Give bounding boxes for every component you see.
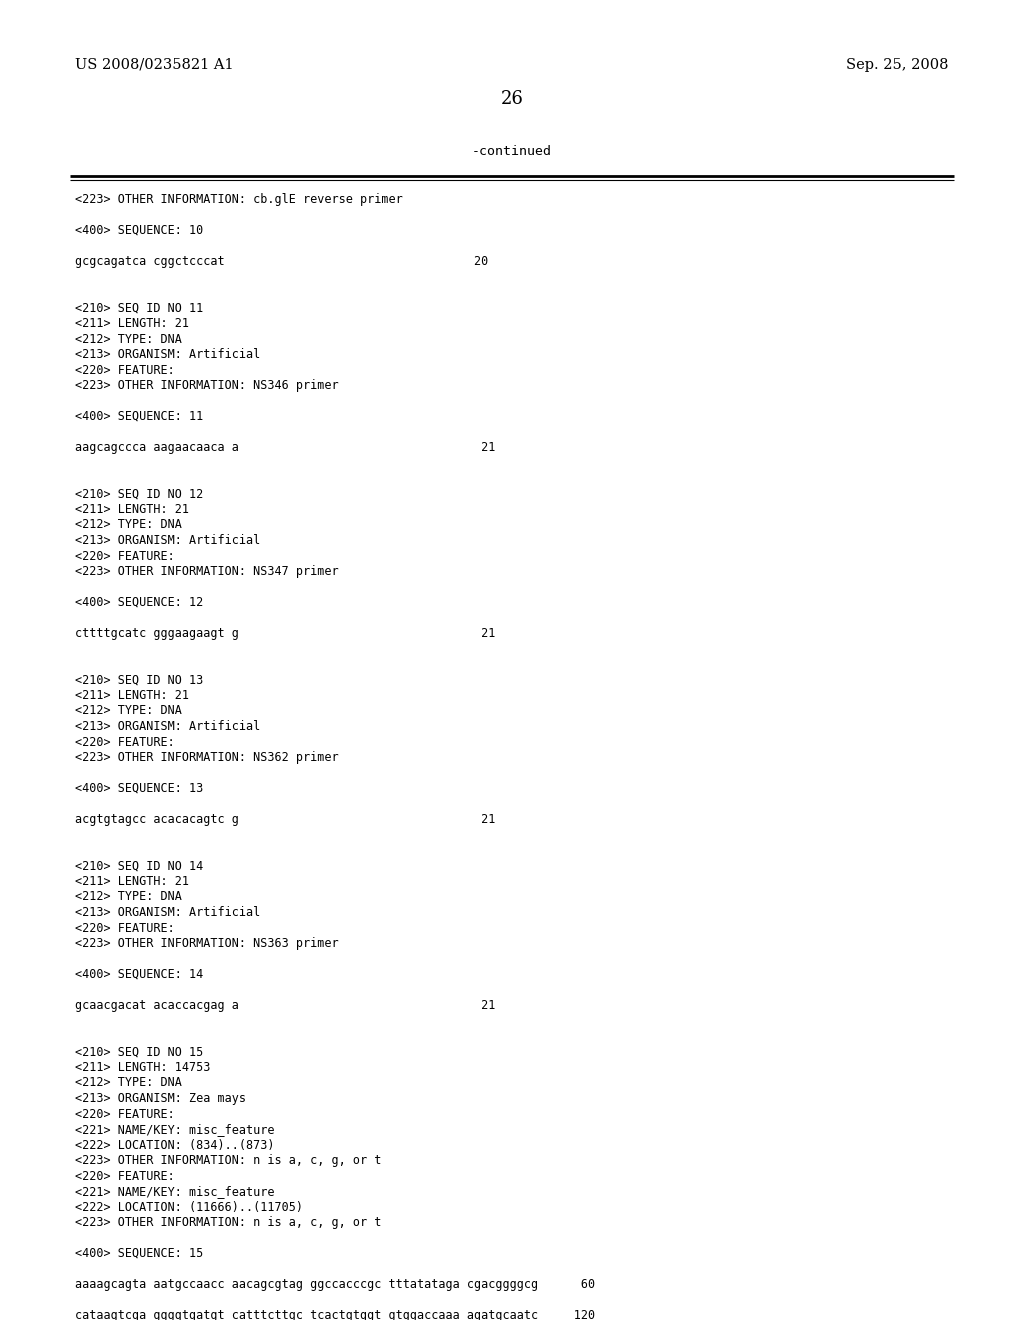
Text: <220> FEATURE:: <220> FEATURE: [75,549,175,562]
Text: <223> OTHER INFORMATION: NS363 primer: <223> OTHER INFORMATION: NS363 primer [75,937,339,950]
Text: aagcagccca aagaacaaca a                                  21: aagcagccca aagaacaaca a 21 [75,441,496,454]
Text: <400> SEQUENCE: 13: <400> SEQUENCE: 13 [75,781,203,795]
Text: <212> TYPE: DNA: <212> TYPE: DNA [75,1077,182,1089]
Text: aaaagcagta aatgccaacc aacagcgtag ggccacccgc tttatataga cgacggggcg      60: aaaagcagta aatgccaacc aacagcgtag ggccacc… [75,1278,595,1291]
Text: <220> FEATURE:: <220> FEATURE: [75,1170,175,1183]
Text: <210> SEQ ID NO 13: <210> SEQ ID NO 13 [75,673,203,686]
Text: <400> SEQUENCE: 15: <400> SEQUENCE: 15 [75,1247,203,1261]
Text: cataagtcga ggggtgatgt catttcttgc tcactgtggt gtggaccaaa agatgcaatc     120: cataagtcga ggggtgatgt catttcttgc tcactgt… [75,1309,595,1320]
Text: <211> LENGTH: 21: <211> LENGTH: 21 [75,689,189,702]
Text: Sep. 25, 2008: Sep. 25, 2008 [847,58,949,73]
Text: acgtgtagcc acacacagtc g                                  21: acgtgtagcc acacacagtc g 21 [75,813,496,826]
Text: <223> OTHER INFORMATION: n is a, c, g, or t: <223> OTHER INFORMATION: n is a, c, g, o… [75,1154,381,1167]
Text: gcaacgacat acaccacgag a                                  21: gcaacgacat acaccacgag a 21 [75,999,496,1012]
Text: <210> SEQ ID NO 11: <210> SEQ ID NO 11 [75,301,203,314]
Text: <211> LENGTH: 14753: <211> LENGTH: 14753 [75,1061,210,1074]
Text: <211> LENGTH: 21: <211> LENGTH: 21 [75,875,189,888]
Text: <400> SEQUENCE: 10: <400> SEQUENCE: 10 [75,224,203,238]
Text: gcgcagatca cggctcccat                                   20: gcgcagatca cggctcccat 20 [75,255,488,268]
Text: <221> NAME/KEY: misc_feature: <221> NAME/KEY: misc_feature [75,1123,274,1137]
Text: <212> TYPE: DNA: <212> TYPE: DNA [75,519,182,532]
Text: <223> OTHER INFORMATION: NS346 primer: <223> OTHER INFORMATION: NS346 primer [75,379,339,392]
Text: <220> FEATURE:: <220> FEATURE: [75,1107,175,1121]
Text: <210> SEQ ID NO 12: <210> SEQ ID NO 12 [75,487,203,500]
Text: <212> TYPE: DNA: <212> TYPE: DNA [75,333,182,346]
Text: <221> NAME/KEY: misc_feature: <221> NAME/KEY: misc_feature [75,1185,274,1199]
Text: <212> TYPE: DNA: <212> TYPE: DNA [75,705,182,718]
Text: <211> LENGTH: 21: <211> LENGTH: 21 [75,317,189,330]
Text: <213> ORGANISM: Artificial: <213> ORGANISM: Artificial [75,348,260,360]
Text: <220> FEATURE:: <220> FEATURE: [75,363,175,376]
Text: <213> ORGANISM: Artificial: <213> ORGANISM: Artificial [75,906,260,919]
Text: <220> FEATURE:: <220> FEATURE: [75,735,175,748]
Text: <400> SEQUENCE: 11: <400> SEQUENCE: 11 [75,411,203,422]
Text: <400> SEQUENCE: 12: <400> SEQUENCE: 12 [75,597,203,609]
Text: <213> ORGANISM: Artificial: <213> ORGANISM: Artificial [75,535,260,546]
Text: <220> FEATURE:: <220> FEATURE: [75,921,175,935]
Text: <211> LENGTH: 21: <211> LENGTH: 21 [75,503,189,516]
Text: <223> OTHER INFORMATION: NS347 primer: <223> OTHER INFORMATION: NS347 primer [75,565,339,578]
Text: <222> LOCATION: (834)..(873): <222> LOCATION: (834)..(873) [75,1138,274,1151]
Text: <213> ORGANISM: Artificial: <213> ORGANISM: Artificial [75,719,260,733]
Text: -continued: -continued [472,145,552,158]
Text: 26: 26 [501,90,523,108]
Text: <210> SEQ ID NO 15: <210> SEQ ID NO 15 [75,1045,203,1059]
Text: US 2008/0235821 A1: US 2008/0235821 A1 [75,58,233,73]
Text: <213> ORGANISM: Zea mays: <213> ORGANISM: Zea mays [75,1092,246,1105]
Text: <223> OTHER INFORMATION: NS362 primer: <223> OTHER INFORMATION: NS362 primer [75,751,339,764]
Text: <223> OTHER INFORMATION: n is a, c, g, or t: <223> OTHER INFORMATION: n is a, c, g, o… [75,1216,381,1229]
Text: <212> TYPE: DNA: <212> TYPE: DNA [75,891,182,903]
Text: <210> SEQ ID NO 14: <210> SEQ ID NO 14 [75,859,203,873]
Text: cttttgcatc gggaagaagt g                                  21: cttttgcatc gggaagaagt g 21 [75,627,496,640]
Text: <222> LOCATION: (11666)..(11705): <222> LOCATION: (11666)..(11705) [75,1200,303,1213]
Text: <400> SEQUENCE: 14: <400> SEQUENCE: 14 [75,968,203,981]
Text: <223> OTHER INFORMATION: cb.glE reverse primer: <223> OTHER INFORMATION: cb.glE reverse … [75,193,402,206]
